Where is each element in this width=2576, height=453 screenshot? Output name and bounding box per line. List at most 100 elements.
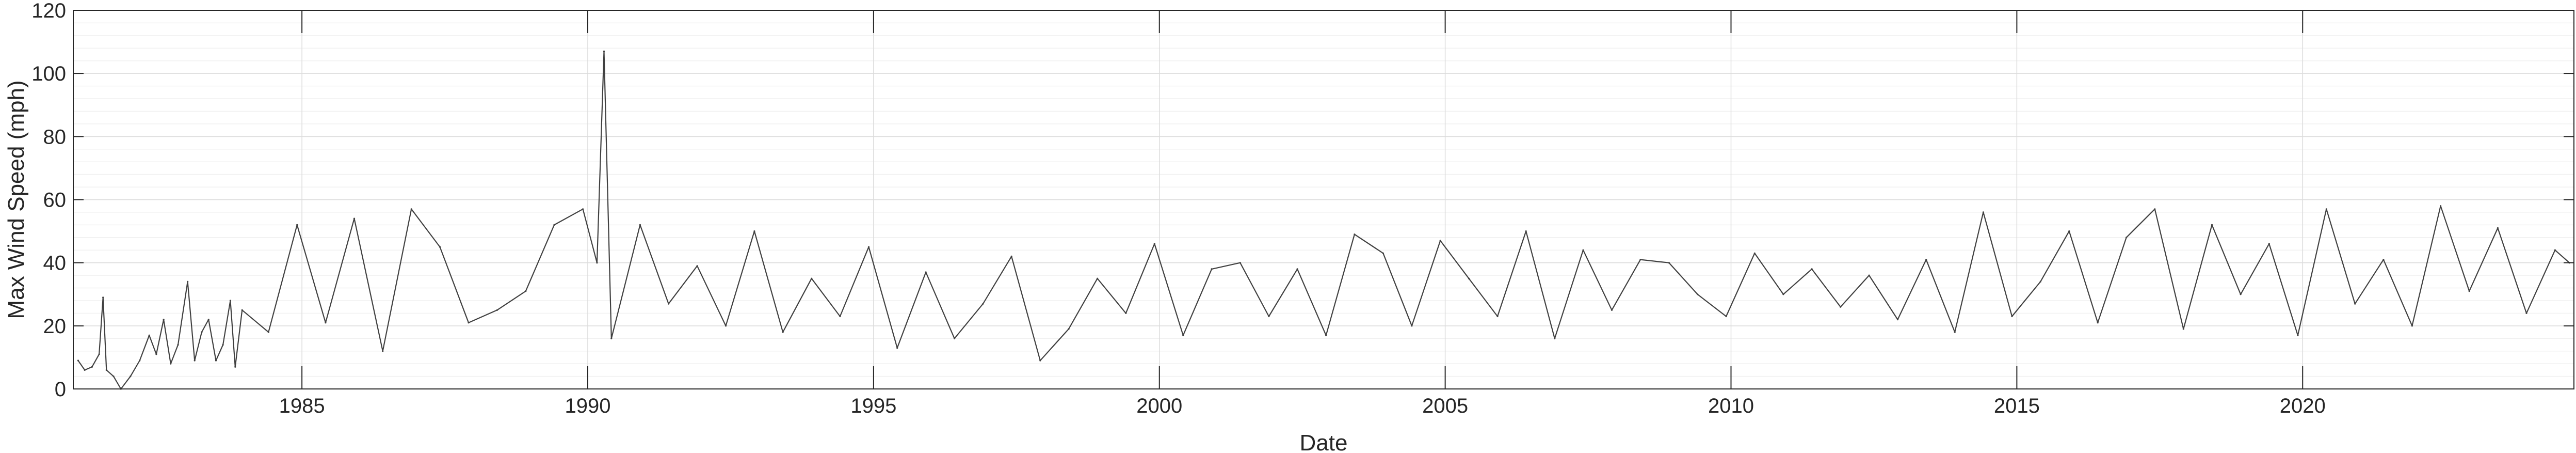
x-tick-label: 2020 <box>2280 395 2326 417</box>
data-point <box>896 347 898 349</box>
data-point <box>668 303 670 305</box>
data-point <box>2525 312 2527 315</box>
data-point <box>2382 259 2385 261</box>
y-axis-label: Max Wind Speed (mph) <box>4 80 29 319</box>
data-point <box>1982 211 1984 213</box>
series-line <box>77 51 2570 390</box>
data-point <box>2325 208 2327 210</box>
major-grid <box>73 10 2574 389</box>
data-point <box>982 303 984 305</box>
data-point <box>696 265 698 267</box>
y-tick-label: 60 <box>43 189 67 212</box>
data-point <box>1354 233 1356 236</box>
data-point <box>1840 306 1842 308</box>
data-point <box>2268 243 2270 245</box>
data-point <box>925 271 927 273</box>
data-point <box>241 309 243 311</box>
data-point <box>177 343 179 346</box>
data-point <box>2440 205 2442 207</box>
data-point <box>725 325 727 327</box>
data-point <box>2411 325 2413 327</box>
data-point <box>1868 274 1870 276</box>
data-point <box>105 369 107 371</box>
data-point <box>1296 268 1298 270</box>
data-point <box>1125 312 1127 315</box>
data-point <box>2182 328 2184 330</box>
data-point <box>1668 262 1670 264</box>
data-point <box>639 224 641 226</box>
data-point <box>1725 315 1727 318</box>
axis-ticks <box>73 10 2574 389</box>
data-point <box>77 360 79 362</box>
data-point <box>2554 249 2556 251</box>
data-point <box>207 319 210 321</box>
data-point <box>102 296 104 299</box>
y-tick-label: 80 <box>43 126 67 148</box>
x-axis-label: Date <box>1300 430 1348 453</box>
data-point <box>782 331 784 333</box>
data-point <box>296 224 298 226</box>
data-point <box>1325 334 1327 336</box>
data-point <box>1639 259 1641 261</box>
data-point <box>1411 325 1413 327</box>
x-tick-label: 1990 <box>565 395 610 417</box>
data-point <box>1268 315 1270 318</box>
data-point <box>525 290 527 292</box>
data-point <box>267 331 269 333</box>
data-point <box>582 208 584 210</box>
data-point <box>954 337 956 339</box>
data-point <box>1896 319 1899 321</box>
data-point <box>1439 240 1441 242</box>
data-point <box>1582 249 1584 251</box>
data-point <box>353 217 356 220</box>
x-tick-label: 2010 <box>1708 395 1754 417</box>
x-tick-label: 1995 <box>850 395 896 417</box>
data-point <box>139 360 141 362</box>
data-point <box>382 350 384 352</box>
data-point <box>1753 252 1756 254</box>
data-point <box>91 366 93 368</box>
data-point <box>1554 337 1556 339</box>
y-tick-label: 40 <box>43 252 67 275</box>
x-tick-label: 1985 <box>279 395 325 417</box>
data-point <box>1525 230 1527 232</box>
data-point <box>439 246 441 248</box>
data-point <box>325 322 327 324</box>
data-point <box>130 376 132 378</box>
data-point <box>1697 293 1699 295</box>
x-tick-label: 2000 <box>1136 395 1182 417</box>
series-layer <box>77 50 2570 390</box>
data-point <box>2211 224 2213 226</box>
data-point <box>1496 315 1499 318</box>
data-point <box>496 309 498 311</box>
y-tick-label: 0 <box>55 378 66 401</box>
y-tick-label: 100 <box>31 63 66 85</box>
data-point <box>187 280 189 283</box>
data-point <box>2068 230 2070 232</box>
data-point <box>163 319 165 321</box>
data-point <box>194 360 196 362</box>
data-point <box>2154 208 2156 210</box>
data-point <box>2039 280 2041 283</box>
data-point <box>1239 262 1241 264</box>
data-point <box>2497 227 2499 229</box>
data-point <box>98 353 100 355</box>
data-point <box>839 315 841 318</box>
data-point <box>1068 328 1070 330</box>
data-point <box>2468 290 2470 292</box>
y-tick-label: 20 <box>43 315 67 338</box>
data-point <box>1153 243 1155 245</box>
data-point <box>1211 268 1213 270</box>
data-point <box>596 262 598 264</box>
data-point <box>410 208 412 210</box>
data-point <box>2126 237 2128 239</box>
data-point <box>222 343 224 346</box>
data-point <box>2240 293 2242 295</box>
data-point <box>1382 252 1384 254</box>
data-point <box>468 322 470 324</box>
data-point <box>1782 293 1784 295</box>
data-point <box>215 360 217 362</box>
data-point <box>155 353 157 355</box>
data-point <box>2297 334 2299 336</box>
data-point <box>234 366 236 368</box>
